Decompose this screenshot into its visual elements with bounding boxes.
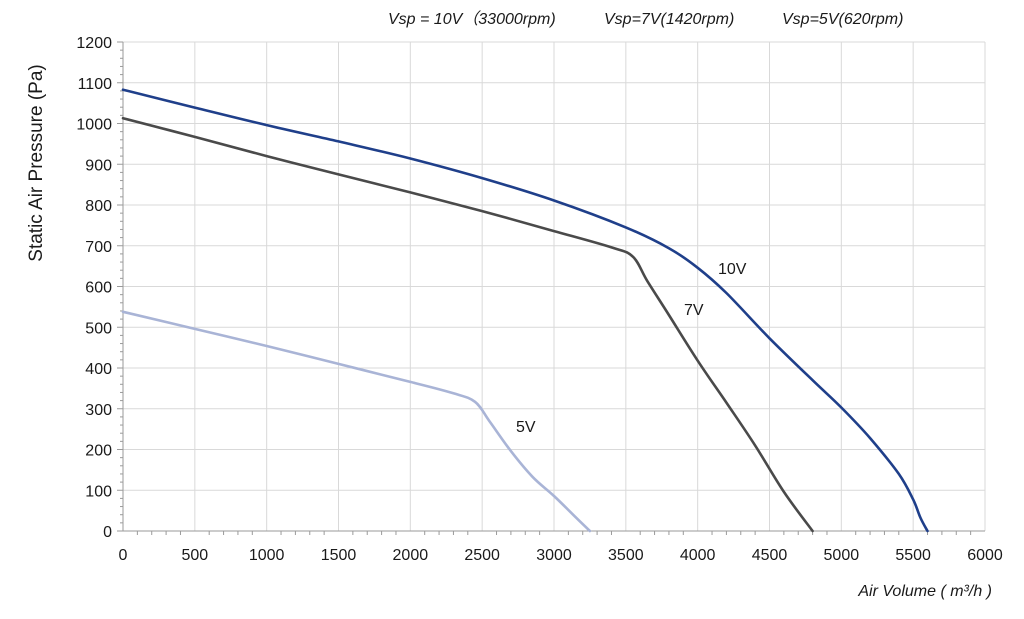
series-label-5v: 5V <box>516 419 536 436</box>
legend-entry-7v: Vsp=7V(1420rpm) <box>604 11 734 28</box>
y-tick-label-400: 400 <box>85 361 112 378</box>
y-tick-label-500: 500 <box>85 320 112 337</box>
series-label-10v: 10V <box>718 261 747 278</box>
x-tick-label-2000: 2000 <box>393 547 429 564</box>
x-tick-label-3000: 3000 <box>536 547 572 564</box>
x-axis-label: Air Volume ( m³/h ) <box>857 583 992 600</box>
y-tick-label-100: 100 <box>85 483 112 500</box>
y-tick-label-700: 700 <box>85 239 112 256</box>
x-tick-label-6000: 6000 <box>967 547 1003 564</box>
x-tick-label-500: 500 <box>181 547 208 564</box>
y-tick-label-300: 300 <box>85 402 112 419</box>
series-line-10v <box>121 88 929 533</box>
y-tick-label-200: 200 <box>85 443 112 460</box>
legend-entry-10v: Vsp = 10V（33000rpm) <box>388 10 556 28</box>
legend-entry-5v: Vsp=5V(620rpm) <box>782 11 903 28</box>
x-tick-label-0: 0 <box>119 547 128 564</box>
x-tick-label-5500: 5500 <box>895 547 931 564</box>
y-tick-label-0: 0 <box>103 524 112 541</box>
x-tick-label-2500: 2500 <box>464 547 500 564</box>
x-tick-label-4500: 4500 <box>752 547 788 564</box>
axes <box>117 41 985 535</box>
series-lines <box>121 88 929 533</box>
grid <box>123 41 986 531</box>
y-tick-label-1100: 1100 <box>78 76 113 93</box>
y-tick-label-900: 900 <box>85 157 112 174</box>
series-label-7v: 7V <box>684 302 704 319</box>
y-tick-label-800: 800 <box>85 198 112 215</box>
y-tick-label-1000: 1000 <box>76 117 112 134</box>
x-tick-label-1500: 1500 <box>321 547 357 564</box>
series-line-7v <box>121 116 814 533</box>
x-tick-label-3500: 3500 <box>608 547 644 564</box>
x-tick-label-5000: 5000 <box>824 547 860 564</box>
x-tick-label-1000: 1000 <box>249 547 285 564</box>
x-tick-label-4000: 4000 <box>680 547 716 564</box>
tick-labels: 0 500 1000 1500 2000 2500 3000 3500 4000 4500 5000… <box>76 35 1002 564</box>
series-line-5v <box>121 310 592 533</box>
y-tick-label-1200: 1200 <box>76 35 112 52</box>
y-axis-label: Static Air Pressure (Pa) <box>26 64 47 261</box>
y-tick-label-600: 600 <box>85 280 112 297</box>
